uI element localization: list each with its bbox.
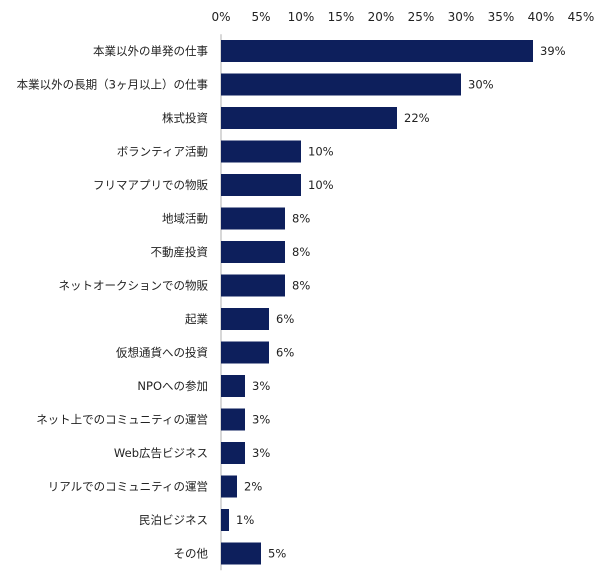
bar — [221, 73, 461, 96]
data-label: 2% — [244, 480, 262, 494]
category-label: 本業以外の単発の仕事 — [93, 44, 208, 58]
category-label: フリマアプリでの物販 — [93, 178, 208, 192]
data-label: 6% — [276, 346, 294, 360]
bar — [221, 475, 237, 498]
data-label: 3% — [252, 413, 270, 427]
data-label: 8% — [292, 245, 310, 259]
x-tick-label: 10% — [288, 10, 315, 24]
bars-group — [221, 40, 533, 565]
bar — [221, 174, 301, 196]
bar — [221, 542, 261, 565]
bar — [221, 107, 397, 129]
bar — [221, 274, 285, 297]
x-tick-label: 5% — [251, 10, 270, 24]
data-label: 1% — [236, 513, 254, 527]
category-label: 地域活動 — [162, 212, 208, 226]
x-axis-ticks: 0% 5% 10% 15% 20% 25% 30% 35% 40% 45% — [211, 10, 594, 24]
x-tick-label: 20% — [368, 10, 395, 24]
bar — [221, 442, 245, 464]
category-label: リアルでのコミュニティの運営 — [48, 480, 208, 494]
bar — [221, 341, 269, 364]
data-label: 30% — [468, 78, 494, 92]
category-label: ボランティア活動 — [117, 145, 208, 159]
x-tick-label: 30% — [448, 10, 475, 24]
category-labels: 本業以外の単発の仕事本業以外の長期（3ヶ月以上）の仕事株式投資ボランティア活動フ… — [17, 44, 209, 561]
data-labels: 39% 30% 22% 10% 10% 8% 8% 8% 6% 6% 3% 3% 3% 2% 1% 5% — [236, 44, 566, 561]
category-label: 起業 — [185, 312, 208, 326]
category-label: 不動産投資 — [151, 245, 209, 259]
bar — [221, 308, 269, 330]
data-label: 39% — [540, 44, 566, 58]
x-tick-label: 0% — [211, 10, 230, 24]
data-label: 8% — [292, 212, 310, 226]
data-label: 22% — [404, 111, 430, 125]
data-label: 5% — [268, 547, 286, 561]
category-label: ネットオークションでの物販 — [59, 279, 209, 293]
data-label: 10% — [308, 178, 334, 192]
category-label: 仮想通貨への投資 — [116, 346, 208, 360]
data-label: 3% — [252, 379, 270, 393]
bar — [221, 375, 245, 397]
category-label: その他 — [174, 547, 209, 561]
category-label: ネット上でのコミュニティの運営 — [36, 413, 208, 427]
bar — [221, 241, 285, 263]
bar — [221, 207, 285, 230]
data-label: 8% — [292, 279, 310, 293]
bar — [221, 509, 229, 531]
data-label: 10% — [308, 145, 334, 159]
bar — [221, 140, 301, 163]
x-tick-label: 35% — [488, 10, 515, 24]
x-tick-label: 25% — [408, 10, 435, 24]
category-label: 株式投資 — [162, 111, 208, 125]
x-tick-label: 15% — [328, 10, 355, 24]
category-label: NPOへの参加 — [137, 379, 208, 393]
data-label: 6% — [276, 312, 294, 326]
bar — [221, 40, 533, 62]
category-label: 民泊ビジネス — [139, 513, 208, 527]
category-label: Web広告ビジネス — [114, 446, 208, 460]
bar — [221, 408, 245, 431]
x-tick-label: 40% — [528, 10, 555, 24]
x-tick-label: 45% — [568, 10, 595, 24]
category-label: 本業以外の長期（3ヶ月以上）の仕事 — [17, 78, 208, 92]
data-label: 3% — [252, 446, 270, 460]
